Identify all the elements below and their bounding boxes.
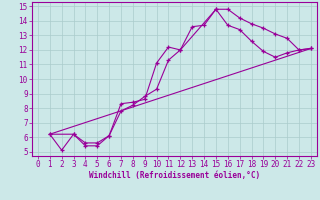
X-axis label: Windchill (Refroidissement éolien,°C): Windchill (Refroidissement éolien,°C) [89, 171, 260, 180]
